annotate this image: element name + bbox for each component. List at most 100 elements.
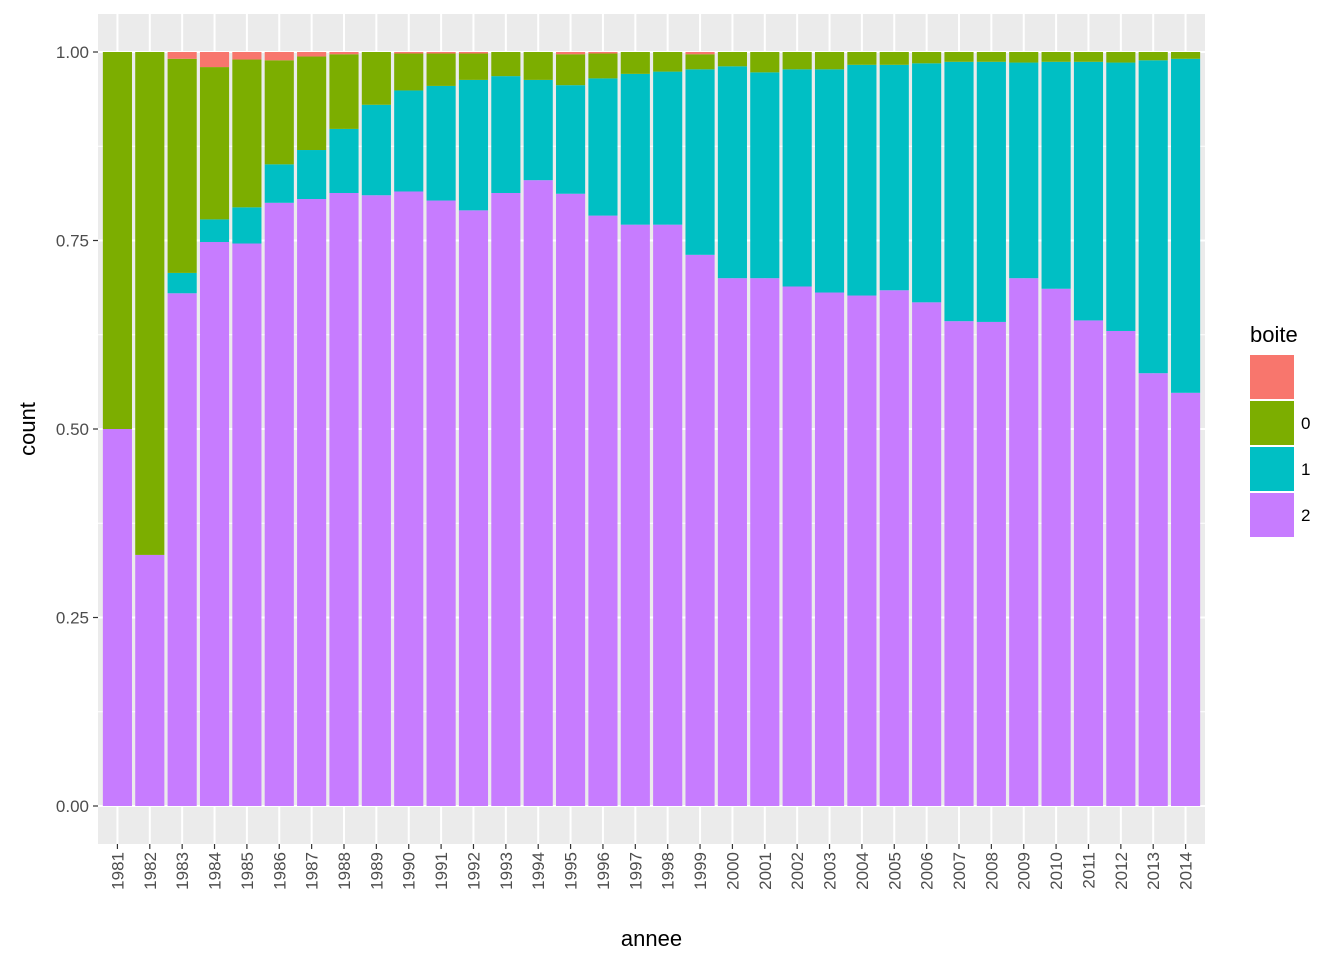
bar-segment-NA-1986 xyxy=(264,52,294,61)
bar-segment-1-2013 xyxy=(1138,60,1168,374)
bar-segment-1-1997 xyxy=(620,73,650,225)
bar-segment-2-2013 xyxy=(1138,373,1168,806)
x-tick-label: 2011 xyxy=(1079,852,1098,889)
legend-title: boite xyxy=(1250,322,1298,347)
bar-segment-1-1994 xyxy=(523,79,553,181)
bar-segment-0-1985 xyxy=(232,59,262,208)
bar-segment-0-2002 xyxy=(782,52,812,70)
bar-segment-0-2001 xyxy=(750,52,780,73)
x-tick-label: 2014 xyxy=(1177,852,1196,890)
bar-segment-0-1996 xyxy=(588,53,618,79)
x-tick-label: 2008 xyxy=(982,852,1001,890)
x-axis: 1981 1982 1983 1984 1985 1986 1987 1988 1989 1990… xyxy=(108,844,1196,890)
bar-segment-0-2000 xyxy=(717,52,747,67)
bar-segment-0-2008 xyxy=(976,52,1006,62)
bar-segment-1-2014 xyxy=(1171,58,1201,393)
x-tick-label: 1989 xyxy=(367,852,386,890)
bar-segment-0-2011 xyxy=(1073,52,1104,62)
bar-segment-1-1985 xyxy=(232,207,262,244)
y-tick-label: 0.00 xyxy=(56,797,89,816)
x-tick-label: 1985 xyxy=(238,852,257,890)
bar-segment-0-1986 xyxy=(264,60,294,165)
x-tick-label: 1981 xyxy=(108,852,127,890)
bar-segment-2-1997 xyxy=(620,224,650,806)
bar-segment-0-2004 xyxy=(847,52,877,65)
bar-segment-1-1986 xyxy=(264,164,294,203)
bar-segment-0-2007 xyxy=(944,52,974,62)
bar-segment-2-1988 xyxy=(329,192,359,807)
y-tick-label: 0.25 xyxy=(56,609,89,628)
bar-segment-1-1996 xyxy=(588,78,618,216)
bar-segment-1-2002 xyxy=(782,69,812,287)
bar-segment-1-1995 xyxy=(556,85,586,194)
y-axis: 0.00 0.25 0.50 0.75 1.00 xyxy=(56,43,98,816)
bar-segment-2-2006 xyxy=(912,302,942,806)
bar-segment-2-1987 xyxy=(297,199,327,806)
bar-segment-2-1993 xyxy=(491,192,521,807)
y-axis-title: count xyxy=(15,402,40,456)
bar-segment-NA-1985 xyxy=(232,52,262,60)
bar-segment-NA-1992 xyxy=(458,52,489,54)
bar-segment-2-1983 xyxy=(167,293,197,806)
x-tick-label: 2003 xyxy=(821,852,840,890)
x-tick-label: 2005 xyxy=(885,852,904,890)
bar-segment-1-1987 xyxy=(297,150,327,200)
bar-segment-2-1994 xyxy=(523,180,553,806)
bar-segment-0-1990 xyxy=(394,53,424,91)
x-tick-label: 1992 xyxy=(464,852,483,890)
bar-segment-0-2006 xyxy=(912,52,942,64)
bar-segment-NA-1983 xyxy=(167,52,197,59)
bar-segment-0-1983 xyxy=(167,58,197,273)
x-tick-label: 1997 xyxy=(626,852,645,890)
bar-segment-2-1991 xyxy=(426,200,456,807)
x-tick-label: 2007 xyxy=(950,852,969,890)
bar-segment-1-1989 xyxy=(361,104,391,196)
x-tick-label: 2013 xyxy=(1144,852,1163,890)
bar-segment-0-2012 xyxy=(1106,52,1136,63)
x-tick-label: 1999 xyxy=(691,852,710,890)
bar-segment-NA-1990 xyxy=(394,52,424,54)
x-tick-label: 2001 xyxy=(756,852,775,890)
bar-segment-0-1982 xyxy=(135,52,165,555)
bar-segment-2-2002 xyxy=(782,286,812,806)
bar-segment-0-1997 xyxy=(620,52,650,74)
legend-key-na xyxy=(1250,355,1294,399)
x-tick-label: 1987 xyxy=(303,852,322,890)
bar-segment-NA-1988 xyxy=(329,52,359,55)
legend-key-0 xyxy=(1250,401,1294,445)
bar-segment-1-1999 xyxy=(685,69,715,255)
bar-segment-2-2009 xyxy=(1009,278,1039,806)
bar-segment-0-1998 xyxy=(653,52,683,72)
bar-segment-2-2003 xyxy=(814,292,845,806)
x-tick-label: 1983 xyxy=(173,852,192,890)
bar-segment-1-1992 xyxy=(458,79,489,211)
bar-segment-NA-1995 xyxy=(556,52,586,55)
x-tick-label: 1996 xyxy=(594,852,613,890)
bar-segment-2-1990 xyxy=(394,191,424,807)
bar-segment-0-1993 xyxy=(491,52,521,77)
bar-segment-NA-1996 xyxy=(588,52,618,54)
bar-segment-1-2007 xyxy=(944,61,974,322)
bar-segment-1-2000 xyxy=(717,66,747,279)
bar-segment-1-1991 xyxy=(426,85,456,201)
legend: boite 0 1 2 xyxy=(1250,322,1310,537)
bar-segment-2-2004 xyxy=(847,295,877,806)
x-tick-label: 1988 xyxy=(335,852,354,890)
bar-segment-1-2003 xyxy=(814,69,845,293)
bar-segment-1-1993 xyxy=(491,76,521,193)
legend-key-1 xyxy=(1250,447,1294,491)
bar-segment-2-2000 xyxy=(717,278,747,806)
bar-segment-2-1999 xyxy=(685,254,715,807)
bar-segment-1-2004 xyxy=(847,64,877,296)
x-tick-label: 1998 xyxy=(659,852,678,890)
bar-segment-0-1988 xyxy=(329,54,359,129)
bar-segment-2-1996 xyxy=(588,215,618,807)
legend-key-2 xyxy=(1250,493,1294,537)
y-tick-label: 0.75 xyxy=(56,232,89,251)
x-tick-label: 1991 xyxy=(432,852,451,890)
x-tick-label: 2000 xyxy=(723,852,742,890)
x-tick-label: 1995 xyxy=(562,852,581,890)
bar-segment-0-1992 xyxy=(458,53,489,80)
bar-segment-0-2010 xyxy=(1041,52,1071,62)
